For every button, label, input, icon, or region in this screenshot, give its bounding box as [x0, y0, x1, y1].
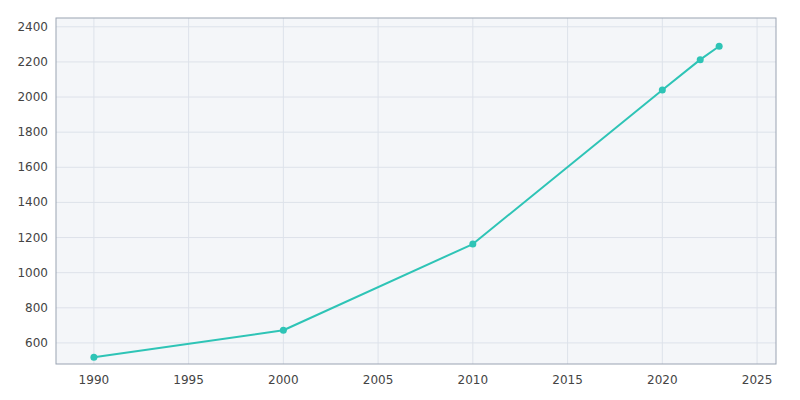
y-grid-line — [56, 26, 776, 27]
x-grid-line — [188, 18, 189, 364]
y-tick-label: 600 — [25, 336, 48, 350]
point — [716, 43, 723, 50]
x-grid-line — [662, 18, 663, 364]
y-tick-label: 1600 — [17, 160, 48, 174]
x-tick-label: 2025 — [742, 373, 773, 387]
y-grid-line — [56, 97, 776, 98]
y-tick-label: 2000 — [17, 90, 48, 104]
y-grid-line — [56, 272, 776, 273]
point — [469, 241, 476, 248]
x-grid-line — [757, 18, 758, 364]
x-grid-line — [472, 18, 473, 364]
y-tick-label: 1000 — [17, 266, 48, 280]
y-grid-line — [56, 307, 776, 308]
chart-svg: 1990 1995 2000 2005 2010 2015 2020 2025 600 800 10… — [0, 0, 800, 400]
y-grid-line — [56, 237, 776, 238]
y-grid-line — [56, 61, 776, 62]
x-tick-label: 2000 — [268, 373, 299, 387]
y-tick-label: 2200 — [17, 55, 48, 69]
y-grid-line — [56, 167, 776, 168]
chart-container: 1990 1995 2000 2005 2010 2015 2020 2025 600 800 10… — [0, 0, 800, 400]
x-tick-label: 2005 — [363, 373, 394, 387]
point — [280, 327, 287, 334]
x-grid-line — [378, 18, 379, 364]
point — [659, 87, 666, 94]
y-grid-line — [56, 132, 776, 133]
y-tick-label: 1400 — [17, 195, 48, 209]
x-tick-label: 2020 — [647, 373, 678, 387]
y-tick-label: 2400 — [17, 20, 48, 34]
x-axis: 1990 1995 2000 2005 2010 2015 2020 2025 — [79, 373, 773, 387]
x-grid-line — [567, 18, 568, 364]
plot-background — [56, 18, 776, 364]
y-grid-line — [56, 202, 776, 203]
x-grid-line — [93, 18, 94, 364]
point — [697, 56, 704, 63]
y-axis: 600 800 1000 1200 1400 1600 1800 2000 2200 2400 — [17, 20, 48, 350]
x-tick-label: 1995 — [173, 373, 204, 387]
y-tick-label: 800 — [25, 301, 48, 315]
line — [94, 46, 719, 357]
series — [90, 43, 722, 361]
x-tick-label: 1990 — [79, 373, 110, 387]
x-tick-label: 2015 — [552, 373, 583, 387]
x-grid-line — [283, 18, 284, 364]
x-tick-label: 2010 — [458, 373, 489, 387]
y-tick-label: 1800 — [17, 125, 48, 139]
y-grid-line — [56, 342, 776, 343]
point — [90, 354, 97, 361]
y-tick-label: 1200 — [17, 231, 48, 245]
plot-frame — [56, 18, 776, 364]
grid — [56, 18, 776, 364]
